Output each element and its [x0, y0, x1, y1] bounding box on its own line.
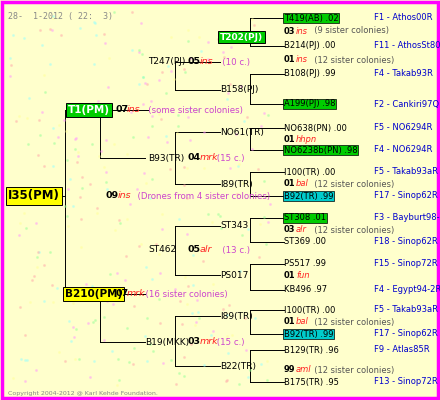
Text: (15 c.): (15 c.) — [213, 154, 244, 162]
Text: ins: ins — [200, 58, 214, 66]
Text: F17 - Sinop62R: F17 - Sinop62R — [374, 330, 438, 338]
Text: A199(PJ) .98: A199(PJ) .98 — [284, 100, 335, 108]
Text: bal: bal — [296, 318, 309, 326]
Text: mrk: mrk — [200, 338, 219, 346]
Text: 04: 04 — [188, 154, 201, 162]
Text: ST369 .00: ST369 .00 — [284, 238, 326, 246]
Text: 99: 99 — [284, 366, 296, 374]
Text: mrk: mrk — [127, 290, 146, 298]
Text: F3 - Bayburt98-3R: F3 - Bayburt98-3R — [374, 214, 440, 222]
Text: F5 - NO6294R: F5 - NO6294R — [374, 124, 433, 132]
Text: T419(AB) .02: T419(AB) .02 — [284, 14, 339, 22]
Text: bal: bal — [296, 180, 309, 188]
Text: B214(PJ) .00: B214(PJ) .00 — [284, 42, 335, 50]
Text: ins: ins — [127, 106, 141, 114]
Text: B92(TR) .99: B92(TR) .99 — [284, 192, 334, 200]
Text: NO6238b(PN) .98: NO6238b(PN) .98 — [284, 146, 358, 154]
Text: Copyright 2004-2012 @ Karl Kehde Foundation.: Copyright 2004-2012 @ Karl Kehde Foundat… — [8, 391, 158, 396]
Text: 07: 07 — [115, 106, 128, 114]
Text: hhpn: hhpn — [296, 134, 317, 144]
Text: 01: 01 — [284, 318, 296, 326]
Text: F15 - Sinop72R: F15 - Sinop72R — [374, 260, 438, 268]
Text: T1(PM): T1(PM) — [68, 105, 110, 115]
Text: PS017: PS017 — [220, 270, 248, 280]
Text: (13 c.): (13 c.) — [213, 246, 249, 254]
Text: (10 c.): (10 c.) — [213, 58, 249, 66]
Text: (12 sister colonies): (12 sister colonies) — [308, 56, 394, 64]
Text: 01: 01 — [284, 180, 296, 188]
Text: ST343: ST343 — [220, 222, 248, 230]
Text: 07: 07 — [115, 290, 128, 298]
Text: 05: 05 — [188, 246, 201, 254]
Text: F9 - Atlas85R: F9 - Atlas85R — [374, 346, 429, 354]
Text: NO638(PN) .00: NO638(PN) .00 — [284, 124, 347, 132]
Text: I100(TR) .00: I100(TR) .00 — [284, 168, 335, 176]
Text: B19(MKK): B19(MKK) — [145, 338, 189, 346]
Text: 01: 01 — [284, 56, 296, 64]
Text: F11 - AthosSt80R: F11 - AthosSt80R — [374, 42, 440, 50]
Text: T202(PJ): T202(PJ) — [220, 32, 263, 42]
Text: ins: ins — [296, 26, 308, 36]
Text: (Drones from 4 sister colonies): (Drones from 4 sister colonies) — [132, 192, 270, 200]
Text: alr: alr — [200, 246, 213, 254]
Text: B129(TR) .96: B129(TR) .96 — [284, 346, 339, 354]
Text: I100(TR) .00: I100(TR) .00 — [284, 306, 335, 314]
Text: F4 - Takab93R: F4 - Takab93R — [374, 70, 433, 78]
Text: I89(TR): I89(TR) — [220, 180, 253, 188]
Text: F1 - Athos00R: F1 - Athos00R — [374, 14, 433, 22]
Text: 03: 03 — [284, 226, 296, 234]
Text: B158(PJ): B158(PJ) — [220, 86, 258, 94]
Text: (16 sister colonies): (16 sister colonies) — [140, 290, 228, 298]
Text: ST308 .01: ST308 .01 — [284, 214, 326, 222]
Text: 01: 01 — [284, 134, 296, 144]
Text: B22(TR): B22(TR) — [220, 362, 256, 370]
Text: 03: 03 — [188, 338, 201, 346]
Text: ins: ins — [118, 192, 132, 200]
Text: (9 sister colonies): (9 sister colonies) — [308, 26, 389, 36]
Text: I35(PM): I35(PM) — [8, 190, 60, 202]
Text: (12 sister colonies): (12 sister colonies) — [308, 366, 394, 374]
Text: B92(TR) .99: B92(TR) .99 — [284, 330, 334, 338]
Text: 28-  1-2012 ( 22:  3): 28- 1-2012 ( 22: 3) — [8, 12, 113, 21]
Text: F4 - NO6294R: F4 - NO6294R — [374, 146, 433, 154]
Text: T247(PJ): T247(PJ) — [148, 58, 185, 66]
Text: (15 c.): (15 c.) — [213, 338, 244, 346]
Text: ST462: ST462 — [148, 246, 176, 254]
Text: (12 sister colonies): (12 sister colonies) — [308, 180, 394, 188]
Text: F5 - Takab93aR: F5 - Takab93aR — [374, 306, 438, 314]
Text: 03: 03 — [284, 26, 296, 36]
Text: NO61(TR): NO61(TR) — [220, 128, 264, 136]
Text: F17 - Sinop62R: F17 - Sinop62R — [374, 192, 438, 200]
Text: F2 - Cankiri97Q: F2 - Cankiri97Q — [374, 100, 439, 108]
Text: 01: 01 — [284, 272, 296, 280]
Text: KB496 .97: KB496 .97 — [284, 286, 327, 294]
Text: F13 - Sinop72R: F13 - Sinop72R — [374, 378, 438, 386]
Text: mrk: mrk — [200, 154, 219, 162]
Text: 05: 05 — [188, 58, 201, 66]
Text: fun: fun — [296, 272, 309, 280]
Text: I89(TR): I89(TR) — [220, 312, 253, 320]
Text: aml: aml — [296, 366, 312, 374]
Text: F18 - Sinop62R: F18 - Sinop62R — [374, 238, 438, 246]
Text: B93(TR): B93(TR) — [148, 154, 184, 162]
Text: B108(PJ) .99: B108(PJ) .99 — [284, 70, 336, 78]
Text: 09: 09 — [106, 192, 119, 200]
Text: ins: ins — [296, 56, 308, 64]
Text: alr: alr — [296, 226, 307, 234]
Text: F4 - Egypt94-2R: F4 - Egypt94-2R — [374, 286, 440, 294]
Text: F5 - Takab93aR: F5 - Takab93aR — [374, 168, 438, 176]
Text: B210(PM): B210(PM) — [65, 289, 122, 299]
Text: PS517 .99: PS517 .99 — [284, 260, 326, 268]
Text: (12 sister colonies): (12 sister colonies) — [308, 226, 394, 234]
Text: (12 sister colonies): (12 sister colonies) — [308, 318, 394, 326]
Text: B175(TR) .95: B175(TR) .95 — [284, 378, 339, 386]
Text: (some sister colonies): (some sister colonies) — [140, 106, 243, 114]
